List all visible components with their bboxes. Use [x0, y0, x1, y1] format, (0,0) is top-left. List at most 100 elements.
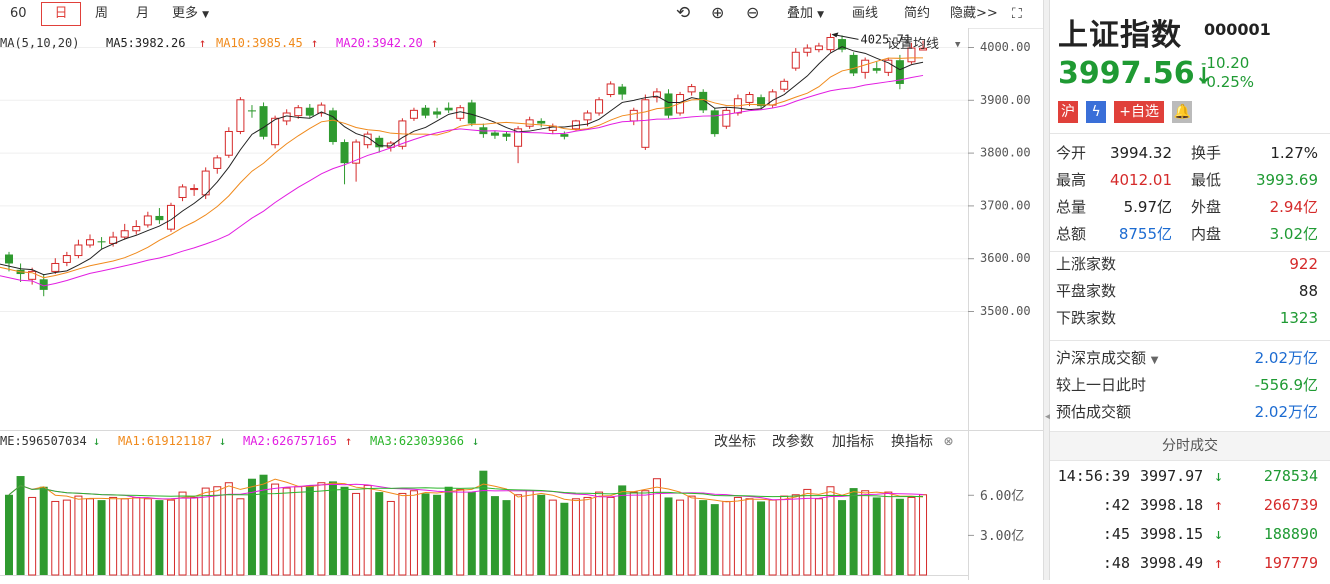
candle-body	[803, 47, 812, 53]
vol-ma2-line	[8, 483, 924, 501]
tick-price: 3998.15	[1140, 525, 1204, 543]
field-value: 3993.69	[1255, 171, 1318, 189]
volume-tick-label: 6.00亿	[980, 489, 1024, 504]
period-day-tab[interactable]: 日	[41, 2, 81, 26]
hide-panel-button[interactable]: 隐藏>>	[950, 6, 998, 21]
overlay-dropdown[interactable]: 叠加 ▼	[787, 4, 824, 24]
change-axis-button[interactable]: 改坐标	[714, 434, 756, 450]
draw-line-button[interactable]: 画线	[852, 6, 879, 21]
volume-bar	[849, 488, 858, 575]
candle-body	[51, 262, 60, 272]
price-pane-bg	[0, 28, 968, 430]
ma10-value: MA10:3985.45	[216, 36, 303, 50]
candle-body	[259, 106, 268, 137]
candle-body	[710, 110, 719, 135]
zoom-in-icon[interactable]: ⊕	[711, 3, 725, 22]
period-week-tab[interactable]: 周	[95, 6, 109, 21]
flat-count-row: 平盘家数 88	[1056, 278, 1318, 305]
tick-row: :48 3998.49 ↑ 197779	[1054, 549, 1320, 578]
volume-legend: ME:596507034 ↓ MA1:619121187 ↓ MA2:62675…	[0, 434, 479, 448]
volume-bar	[5, 494, 13, 575]
tick-time: :48	[1102, 554, 1130, 572]
candle-body	[433, 111, 442, 115]
vol-ma3-line	[8, 484, 924, 498]
arrow-down-icon: ↓	[1214, 525, 1224, 543]
lightning-icon[interactable]: ϟ	[1086, 101, 1107, 123]
simple-mode-button[interactable]: 简约	[904, 6, 931, 21]
volume-bar	[791, 494, 800, 576]
volume-bar	[641, 490, 650, 576]
arrow-down-icon: ↓	[1214, 467, 1224, 485]
period-60min[interactable]: 60	[10, 6, 27, 21]
add-indicator-button[interactable]: 加指标	[832, 434, 874, 450]
add-watchlist-button[interactable]: +自选	[1114, 101, 1165, 123]
change-value: -10.20	[1201, 54, 1250, 72]
volume-bar	[699, 500, 708, 575]
volume-bar	[109, 496, 118, 576]
candle-body	[907, 47, 916, 63]
field-label: 最高	[1056, 171, 1087, 189]
price-tick-label: 3500.00	[980, 304, 1031, 318]
turnover-label[interactable]: 沪深京成交额 ▼	[1056, 349, 1159, 367]
volume-bar	[236, 498, 245, 576]
candle-body	[861, 59, 870, 73]
quote-panel: 上证指数 000001 3997.56↓ -10.20 -0.25% 沪 ϟ +…	[1050, 0, 1330, 580]
period-month-tab[interactable]: 月	[136, 6, 150, 21]
ticks-title: 分时成交	[1050, 431, 1330, 461]
estimated-turnover-label: 预估成交额	[1056, 403, 1132, 421]
chart-area[interactable]: 4000.00 3900.00 3800.00 3700.00 3600.00 3500.…	[0, 28, 1043, 580]
fullscreen-icon[interactable]: ⛶	[1012, 6, 1022, 22]
ma-settings-button[interactable]: 设置均线	[887, 37, 939, 52]
volume-bar	[120, 498, 129, 576]
candle-body	[895, 60, 904, 84]
tick-price: 3997.97	[1140, 467, 1204, 485]
switch-indicator-button[interactable]: 换指标	[891, 433, 933, 450]
volume-bar	[629, 491, 638, 576]
estimated-turnover-row: 预估成交额 2.02万亿	[1056, 399, 1318, 426]
change-params-button[interactable]: 改参数	[772, 433, 814, 450]
close-circle-icon[interactable]: ⊗	[944, 432, 953, 450]
volume-bar	[861, 490, 870, 576]
arrow-up-icon: ↑	[1214, 496, 1224, 514]
candle-body	[375, 137, 384, 148]
chevron-left-icon[interactable]: ◀	[1045, 412, 1052, 422]
candle-body	[305, 107, 314, 116]
quote-tags: 沪 ϟ +自选 🔔	[1058, 101, 1196, 125]
candle-body	[652, 91, 661, 98]
arrow-up-icon: ↑	[311, 36, 318, 50]
turnover-row[interactable]: 沪深京成交额 ▼ 2.02万亿	[1056, 345, 1318, 372]
candle-body	[768, 91, 777, 106]
candle-body	[849, 54, 858, 74]
volume-bar	[768, 499, 777, 576]
volume-tick-label: 3.00亿	[980, 529, 1024, 544]
ma5-value: MA5:3982.26	[106, 36, 185, 50]
candle-body	[409, 109, 418, 119]
volume-bar	[85, 498, 94, 576]
change-percent: -0.25%	[1201, 73, 1255, 91]
market-tag-sh: 沪	[1058, 101, 1078, 123]
panel-splitter[interactable]: ◀	[1043, 0, 1052, 580]
candle-body	[247, 110, 256, 112]
arrow-up-icon: ↑	[1214, 554, 1224, 572]
bell-icon[interactable]: 🔔	[1172, 101, 1193, 123]
price-tick-label: 3800.00	[980, 146, 1031, 160]
volume-bar	[583, 496, 592, 576]
volume-bar	[51, 500, 60, 576]
down-count-value: 1323	[1279, 309, 1318, 327]
volume-value: ME:596507034	[0, 434, 87, 448]
volume-bars	[5, 470, 928, 576]
volume-bar	[479, 470, 488, 575]
zoom-out-icon[interactable]: ⊖	[746, 3, 760, 22]
price-value: 3997.56	[1058, 56, 1195, 91]
kline-chart[interactable]: 4000.00 3900.00 3800.00 3700.00 3600.00 3500.…	[0, 28, 1043, 580]
candle-body	[641, 99, 650, 148]
candle-body	[352, 141, 361, 164]
volume-bar	[687, 495, 696, 576]
more-dropdown[interactable]: 更多 ▼	[172, 4, 209, 24]
volume-bar	[537, 494, 546, 575]
estimated-turnover-value: 2.02万亿	[1254, 403, 1318, 421]
volume-bar	[595, 491, 604, 576]
undo-icon[interactable]: ⟲	[676, 3, 691, 23]
volume-bar	[328, 481, 337, 575]
tick-row: :45 3998.15 ↓ 188890	[1054, 520, 1320, 549]
